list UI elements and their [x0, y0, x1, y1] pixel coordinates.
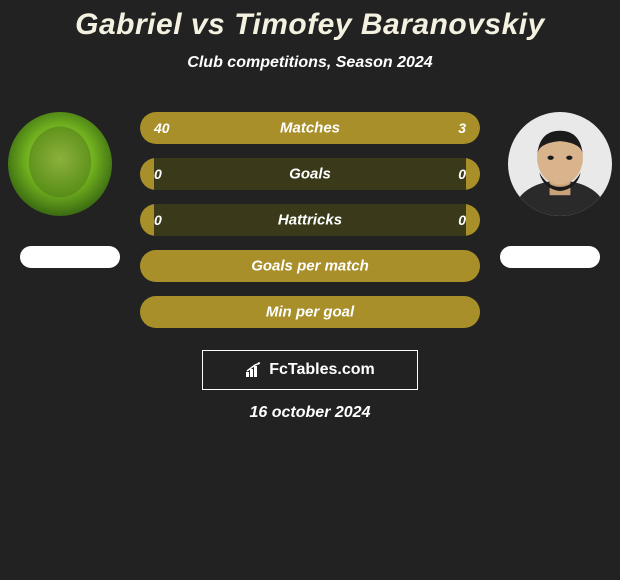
stat-value-right: 0 — [458, 166, 466, 182]
snapshot-date: 16 october 2024 — [0, 404, 620, 422]
player-left-team-pill — [20, 246, 120, 268]
stat-label: Goals per match — [140, 258, 480, 275]
player-left-avatar — [8, 112, 112, 216]
stat-rows: 40 Matches 3 0 Goals 0 0 Hattricks 0 Goa… — [140, 112, 480, 342]
stats-zone: 40 Matches 3 0 Goals 0 0 Hattricks 0 Goa… — [0, 112, 620, 342]
stat-label: Hattricks — [140, 212, 480, 229]
stat-label: Min per goal — [140, 304, 480, 321]
page-subtitle: Club competitions, Season 2024 — [0, 54, 620, 72]
source-badge: FcTables.com — [202, 350, 418, 390]
chart-icon — [245, 362, 265, 378]
stat-row: Goals per match — [140, 250, 480, 282]
stat-label: Goals — [140, 166, 480, 183]
stat-value-right: 0 — [458, 212, 466, 228]
stat-row: 0 Hattricks 0 — [140, 204, 480, 236]
stat-label: Matches — [140, 120, 480, 137]
stat-value-right: 3 — [458, 120, 466, 136]
stat-row: Min per goal — [140, 296, 480, 328]
stat-row: 0 Goals 0 — [140, 158, 480, 190]
stat-row: 40 Matches 3 — [140, 112, 480, 144]
page-title: Gabriel vs Timofey Baranovskiy — [0, 8, 620, 42]
source-brand: FcTables.com — [269, 361, 375, 379]
player-right-avatar — [508, 112, 612, 216]
player-right-team-pill — [500, 246, 600, 268]
